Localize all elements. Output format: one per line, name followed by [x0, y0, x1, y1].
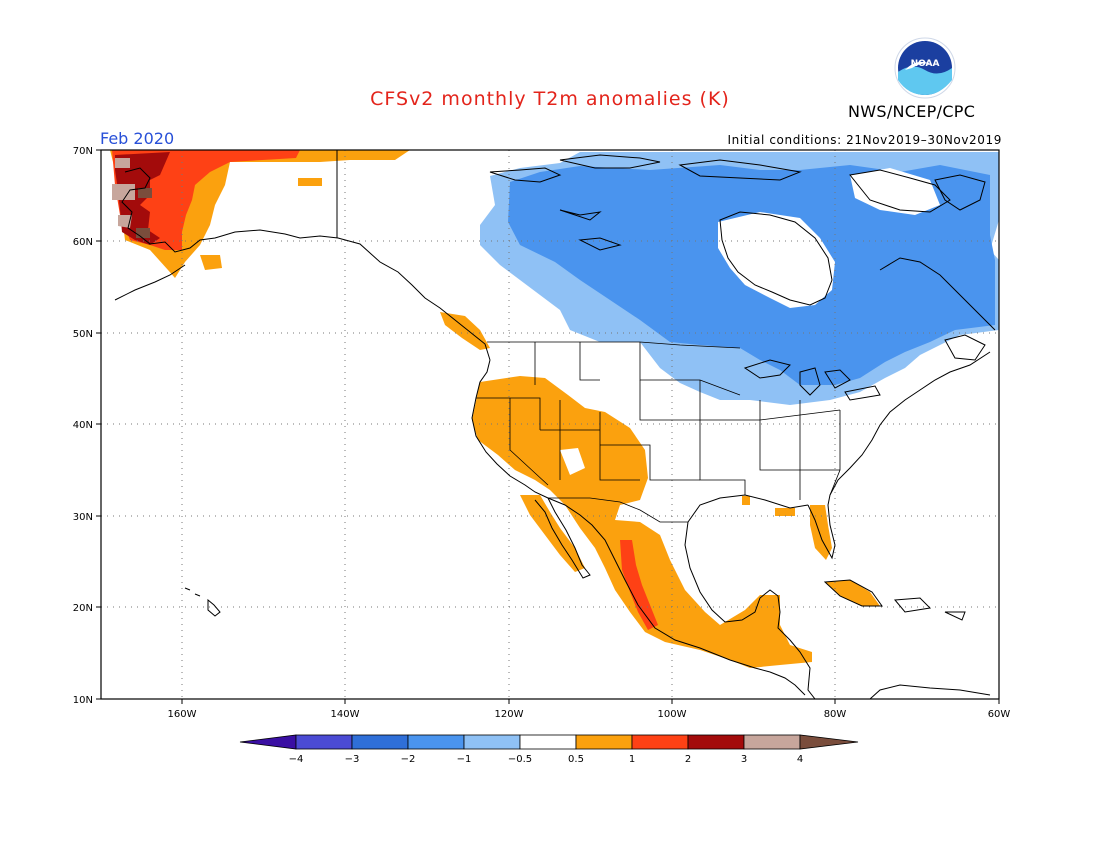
colorbar-segment: [687, 734, 745, 750]
lat-label: 20N: [73, 603, 93, 614]
anomaly-region-baja-orange: [520, 495, 585, 572]
colorbar-segment: [519, 734, 577, 750]
colorbar-label: 3: [741, 754, 747, 765]
noaa-logo-text: NOAA: [911, 59, 940, 69]
lon-label: 160W: [168, 709, 197, 720]
colorbar-segment: [575, 734, 633, 750]
anomaly-region-alaska-orange-patch: [298, 178, 322, 186]
colorbar-low-arrow: [239, 734, 297, 750]
anomaly-region-hudson-neutral: [718, 212, 835, 308]
anomaly-region-alaska-orange-patch2: [200, 255, 222, 270]
lon-label: 60W: [988, 709, 1011, 720]
colorbar-label: −4: [289, 754, 304, 765]
colorbar-label: −2: [401, 754, 416, 765]
anomaly-region-gulf-orange-patch: [775, 508, 795, 516]
colorbar-label: −1: [457, 754, 472, 765]
forecast-month: Feb 2020: [100, 129, 175, 148]
colorbar-label: 4: [797, 754, 803, 765]
colorbar-segment: [295, 734, 353, 750]
anomaly-region-texas-gap-neutral: [560, 448, 585, 475]
lat-label: 70N: [73, 146, 93, 157]
lon-label: 120W: [495, 709, 524, 720]
colorbar-segment: [631, 734, 689, 750]
lat-label: 60N: [73, 237, 93, 248]
lat-label: 50N: [73, 329, 93, 340]
map-title: CFSv2 monthly T2m anomalies (K): [370, 88, 730, 110]
anomaly-region-gulf-orange-patch2: [742, 496, 750, 505]
lon-labels: 160W 140W 120W 100W 80W 60W: [168, 709, 1011, 720]
lon-label: 140W: [331, 709, 360, 720]
colorbar-segment: [351, 734, 409, 750]
anomaly-region-florida-orange: [810, 505, 832, 560]
anomaly-region-bc-coast-orange: [440, 312, 490, 350]
lat-labels: 70N 60N 50N 40N 30N 20N 10N: [73, 146, 93, 706]
tick-marks: [96, 149, 1000, 704]
colorbar-segment: [743, 734, 801, 750]
colorbar-segment: [463, 734, 521, 750]
anomaly-region-west-us-mexico-orange: [472, 376, 812, 668]
political-borders: [476, 341, 841, 523]
lon-label: 100W: [658, 709, 687, 720]
anomaly-fields: [110, 150, 999, 668]
colorbar-label: 2: [685, 754, 691, 765]
colorbar-high-arrow: [799, 734, 859, 750]
lat-label: 40N: [73, 420, 93, 431]
colorbar-label: 0.5: [568, 754, 584, 765]
colorbar-segment: [407, 734, 465, 750]
anomaly-region-mexico-red-orange: [620, 540, 658, 630]
lon-label: 80W: [824, 709, 847, 720]
colorbar-label: −3: [345, 754, 360, 765]
noaa-logo: NOAA: [894, 37, 956, 99]
anomaly-region-alaska-brown: [136, 188, 152, 238]
anomaly-region-cuba-orange: [825, 580, 880, 606]
colorbar-label: −0.5: [508, 754, 532, 765]
colorbar: −4 −3 −2 −1 −0.5 0.5 1 2 3 4: [239, 734, 859, 765]
initial-conditions: Initial conditions: 21Nov2019–30Nov2019: [727, 133, 1002, 147]
anomaly-region-alaska-tan: [112, 158, 135, 228]
colorbar-label: 1: [629, 754, 635, 765]
lat-label: 10N: [73, 695, 93, 706]
agency-label: NWS/NCEP/CPC: [848, 102, 976, 121]
lat-label: 30N: [73, 512, 93, 523]
